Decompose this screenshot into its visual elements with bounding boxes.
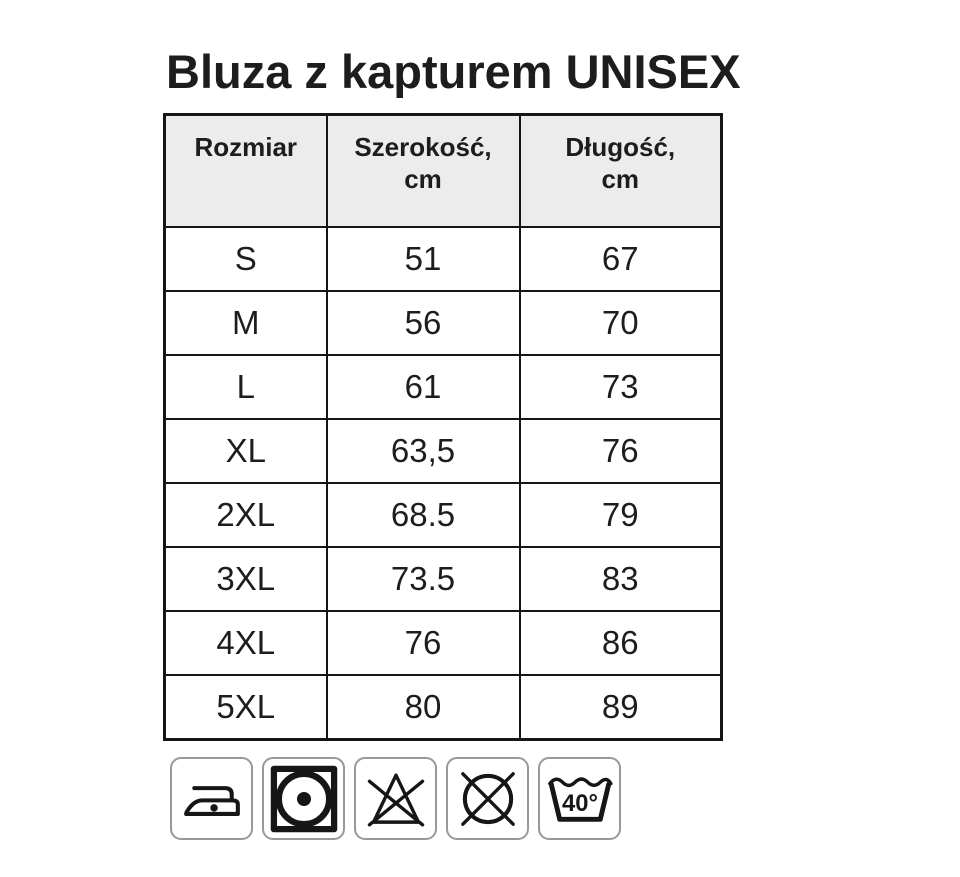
width-cell: 80 [325,674,521,741]
width-cell: 76 [325,610,521,676]
length-cell: 70 [518,290,723,356]
width-cell: 73.5 [325,546,521,612]
do-not-dry-clean-icon [446,757,529,840]
table-header-row: Rozmiar Szerokość, cm Długość, cm [163,113,723,228]
width-cell: 68.5 [325,482,521,548]
column-header-width: Szerokość, cm [325,113,521,228]
table-row: 5XL 80 89 [163,674,723,741]
length-cell: 79 [518,482,723,548]
column-header-sub: cm [601,164,640,194]
size-table: Rozmiar Szerokość, cm Długość, cm S [163,113,723,741]
column-header-label: Szerokość, [354,132,492,162]
table-row: L 61 73 [163,354,723,420]
do-not-bleach-icon [354,757,437,840]
width-cell: 61 [325,354,521,420]
size-cell: S [163,226,328,292]
care-symbols-row: 40° [170,757,741,840]
column-header-sub: cm [404,164,442,194]
length-cell: 76 [518,418,723,484]
width-cell: 56 [325,290,521,356]
table-row: M 56 70 [163,290,723,356]
size-cell: 2XL [163,482,328,548]
page-title: Bluza z kapturem UNISEX [166,45,741,98]
table-row: XL 63,5 76 [163,418,723,484]
column-header-label: Długość, [565,132,676,162]
tumble-dry-icon [262,757,345,840]
table-row: 3XL 73.5 83 [163,546,723,612]
length-cell: 73 [518,354,723,420]
table-row: 4XL 76 86 [163,610,723,676]
table-row: S 51 67 [163,226,723,292]
table-row: 2XL 68.5 79 [163,482,723,548]
column-header-length: Długość, cm [518,113,723,228]
size-cell: M [163,290,328,356]
size-cell: L [163,354,328,420]
width-cell: 51 [325,226,521,292]
length-cell: 83 [518,546,723,612]
wash-40-icon: 40° [538,757,621,840]
wash-temp-label: 40° [562,789,598,816]
size-cell: 4XL [163,610,328,676]
size-cell: XL [163,418,328,484]
length-cell: 86 [518,610,723,676]
width-cell: 63,5 [325,418,521,484]
size-chart-content: Bluza z kapturem UNISEX Rozmiar Szerokoś… [163,46,741,840]
length-cell: 67 [518,226,723,292]
length-cell: 89 [518,674,723,741]
column-header-label: Rozmiar [194,132,298,162]
size-cell: 3XL [163,546,328,612]
column-header-size: Rozmiar [163,113,328,228]
iron-low-icon [170,757,253,840]
size-cell: 5XL [163,674,328,741]
